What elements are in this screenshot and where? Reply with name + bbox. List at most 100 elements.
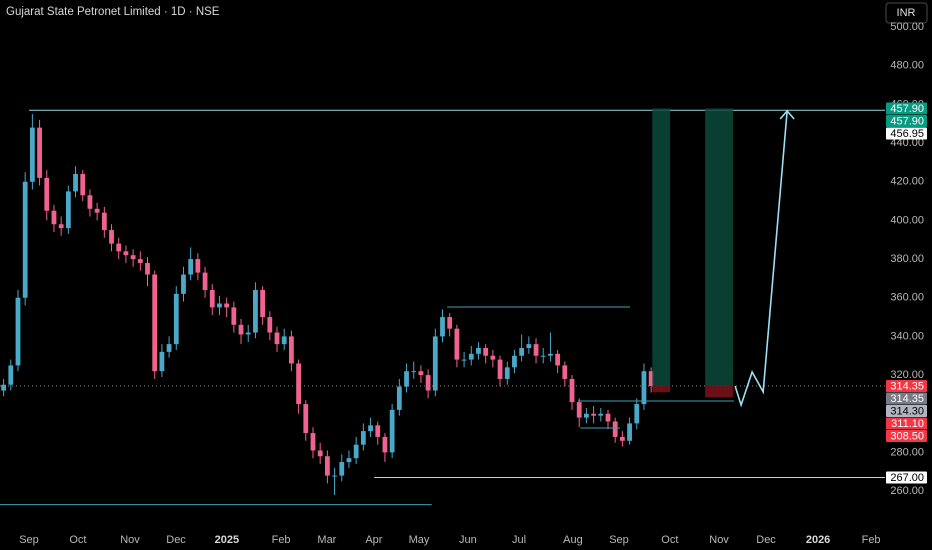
candle-body [159, 351, 165, 372]
candle-body [404, 371, 409, 387]
y-tick-label: 360.00 [890, 292, 924, 304]
candle-body [339, 462, 345, 476]
x-tick-label: Sep [19, 534, 39, 546]
candle-body [447, 317, 453, 329]
x-tick-label: Dec [166, 534, 186, 546]
candle-body [224, 303, 230, 308]
currency-button[interactable] [885, 2, 928, 24]
candle-body [411, 371, 417, 373]
x-tick-label: Dec [756, 534, 776, 546]
candle-body [468, 353, 474, 360]
candle-body [8, 365, 14, 385]
candle-body [612, 421, 618, 437]
price-badge-label: 311.10 [891, 418, 924, 430]
candle-body [562, 365, 568, 379]
candle-body [591, 413, 596, 416]
projection-arrow [734, 110, 788, 408]
x-tick-label: Aug [563, 534, 583, 546]
candle-body [641, 371, 647, 405]
candle-body [94, 208, 100, 213]
x-tick-label: Oct [661, 534, 678, 546]
currency[interactable]: INR [897, 7, 916, 19]
y-tick-label: 500.00 [890, 21, 924, 33]
candle-body [598, 413, 604, 416]
x-tick-label: Feb [272, 534, 291, 546]
y-tick-label: 280.00 [890, 446, 924, 458]
candle-body [540, 355, 546, 357]
candle-body [360, 431, 366, 445]
candle-body [137, 259, 143, 263]
candle-body [461, 359, 467, 361]
candle-body [353, 444, 359, 459]
y-tick-label: 420.00 [890, 176, 924, 188]
candle-body [260, 290, 266, 318]
x-tick-label: May [409, 534, 430, 546]
price-badge-label: 314.35 [890, 380, 924, 392]
candle-body [396, 386, 402, 410]
candle-body [181, 274, 186, 294]
candle-body [15, 297, 21, 366]
candle-body [634, 404, 640, 424]
candle-body [245, 332, 251, 335]
position-target [652, 108, 671, 386]
candle-body [289, 336, 294, 364]
candle-body [425, 375, 431, 391]
candle-body [454, 328, 460, 360]
y-tick-label: 340.00 [890, 330, 924, 342]
candle-body [576, 402, 582, 418]
price-badge [886, 429, 927, 442]
x-tick-label: Jul [512, 534, 526, 546]
candle-body [432, 336, 438, 391]
candle-body [202, 272, 208, 290]
candle-body [627, 423, 632, 441]
candle-body [1, 384, 6, 391]
price-badge [886, 404, 927, 417]
candle-body [483, 348, 489, 356]
position-stop [705, 385, 733, 398]
plot [0, 108, 885, 506]
candle-body [73, 174, 78, 192]
candle-body [166, 344, 172, 352]
candle-body [548, 353, 553, 356]
candle-body [368, 425, 373, 432]
candle-body [476, 348, 481, 354]
price-badge-label: 308.50 [890, 430, 924, 442]
candle-body [382, 436, 388, 453]
candle-body [152, 274, 158, 372]
y-tick-label: 260.00 [890, 485, 924, 497]
candle-body [80, 174, 86, 196]
price-badge [886, 379, 927, 392]
position-stop [652, 385, 671, 393]
candle-body [512, 355, 517, 368]
candle-body [584, 413, 589, 418]
candle-body [145, 262, 150, 275]
x-tick-label: Apr [365, 534, 382, 546]
price-badge [886, 417, 927, 430]
y-tick-label: 320.00 [890, 369, 924, 381]
candle-body [519, 348, 525, 356]
candle-body [29, 127, 35, 182]
price-badge-label: 457.90 [890, 115, 924, 127]
candle-body [217, 303, 222, 308]
x-tick-label: Sep [609, 534, 629, 546]
candle-body [22, 181, 28, 298]
candle-body [87, 195, 93, 209]
candle-body [231, 307, 237, 325]
candle-body [209, 290, 215, 308]
arrow-head [779, 109, 795, 120]
x-tick-label: Mar [317, 534, 336, 546]
chart-title: Gujarat State Petronet Limited · 1D · NS… [6, 6, 220, 18]
candle-body [440, 317, 445, 337]
candle-body [418, 371, 424, 376]
candle-body [346, 458, 352, 463]
candle-body [619, 436, 625, 441]
x-tick-label: Jun [459, 534, 477, 546]
candle-body [324, 456, 330, 476]
candle-body [267, 317, 273, 333]
price-badge [886, 102, 927, 115]
candle-body [332, 475, 337, 477]
candle-body [116, 243, 122, 252]
price-badge-label: 314.35 [890, 393, 924, 405]
candle-body [253, 290, 258, 333]
